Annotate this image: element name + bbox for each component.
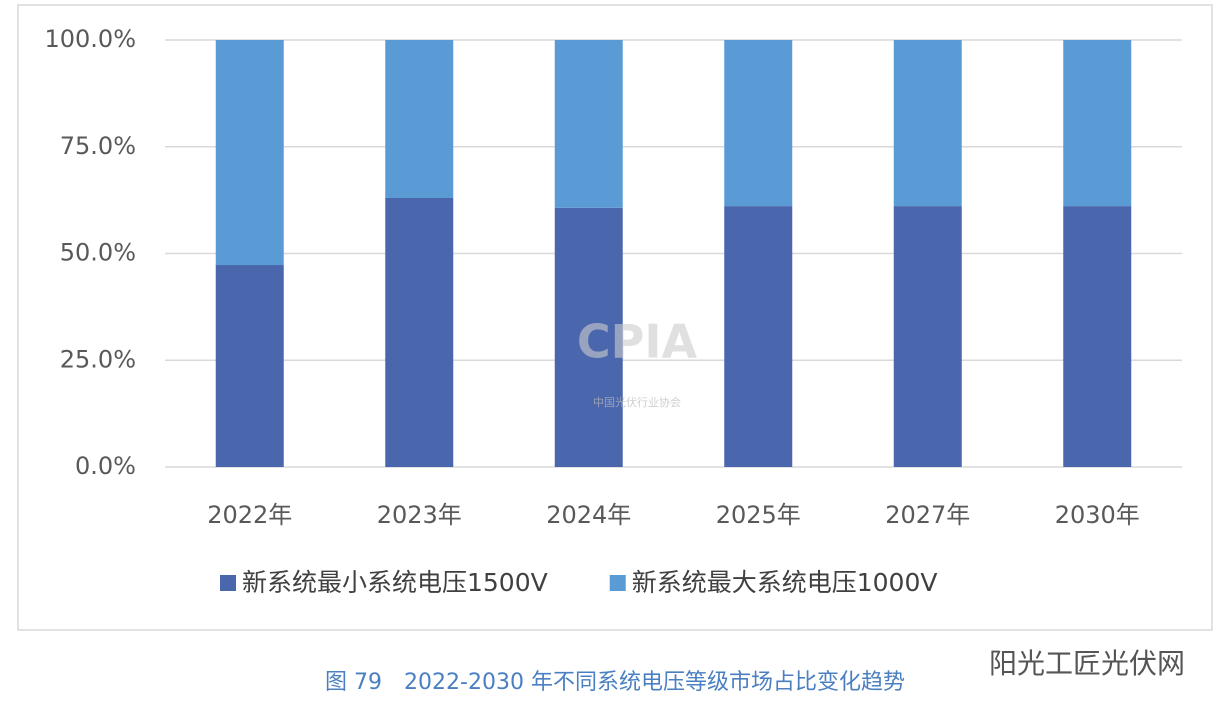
bar-segment <box>1063 40 1132 207</box>
x-tick-label: 2022年 <box>207 501 292 529</box>
watermark: CPIA <box>577 315 698 369</box>
y-tick-label: 100.0% <box>44 25 136 53</box>
y-tick-label: 0.0% <box>75 452 136 480</box>
bar-segment <box>893 206 962 467</box>
bar-segment <box>893 40 962 207</box>
y-tick-label: 25.0% <box>60 345 136 373</box>
legend-swatch <box>220 575 236 591</box>
bar-segment <box>385 197 454 468</box>
watermark-subtitle: 中国光伏行业协会 <box>593 395 681 409</box>
plot-area: 0.0% 25.0% 50.0% 75.0% 100.0% 2022年 2023年 2024年… <box>44 25 1182 597</box>
source-mark: 阳光工匠光伏网 <box>989 647 1185 680</box>
legend-label: 新系统最大系统电压1000V <box>632 568 938 597</box>
x-tick-label: 2025年 <box>716 501 801 529</box>
x-tick-label: 2023年 <box>377 501 462 529</box>
x-tick-label: 2030年 <box>1055 501 1140 529</box>
x-tick-label: 2027年 <box>885 501 970 529</box>
bar-segment <box>1063 206 1132 467</box>
legend-label: 新系统最小系统电压1500V <box>242 568 548 597</box>
bar-segment <box>385 40 454 198</box>
bar-segment <box>724 40 793 207</box>
bar-segment <box>554 207 623 467</box>
bar-segment <box>554 40 623 208</box>
bar-segment <box>215 40 284 266</box>
y-tick-label: 50.0% <box>60 239 136 267</box>
bar-segment <box>724 206 793 467</box>
legend-swatch <box>609 575 626 591</box>
caption: 图 79 2022-2030 年不同系统电压等级市场占比变化趋势 <box>325 670 905 695</box>
x-tick-label: 2024年 <box>546 501 631 529</box>
bar-segment <box>215 265 284 467</box>
y-tick-label: 75.0% <box>60 132 136 160</box>
